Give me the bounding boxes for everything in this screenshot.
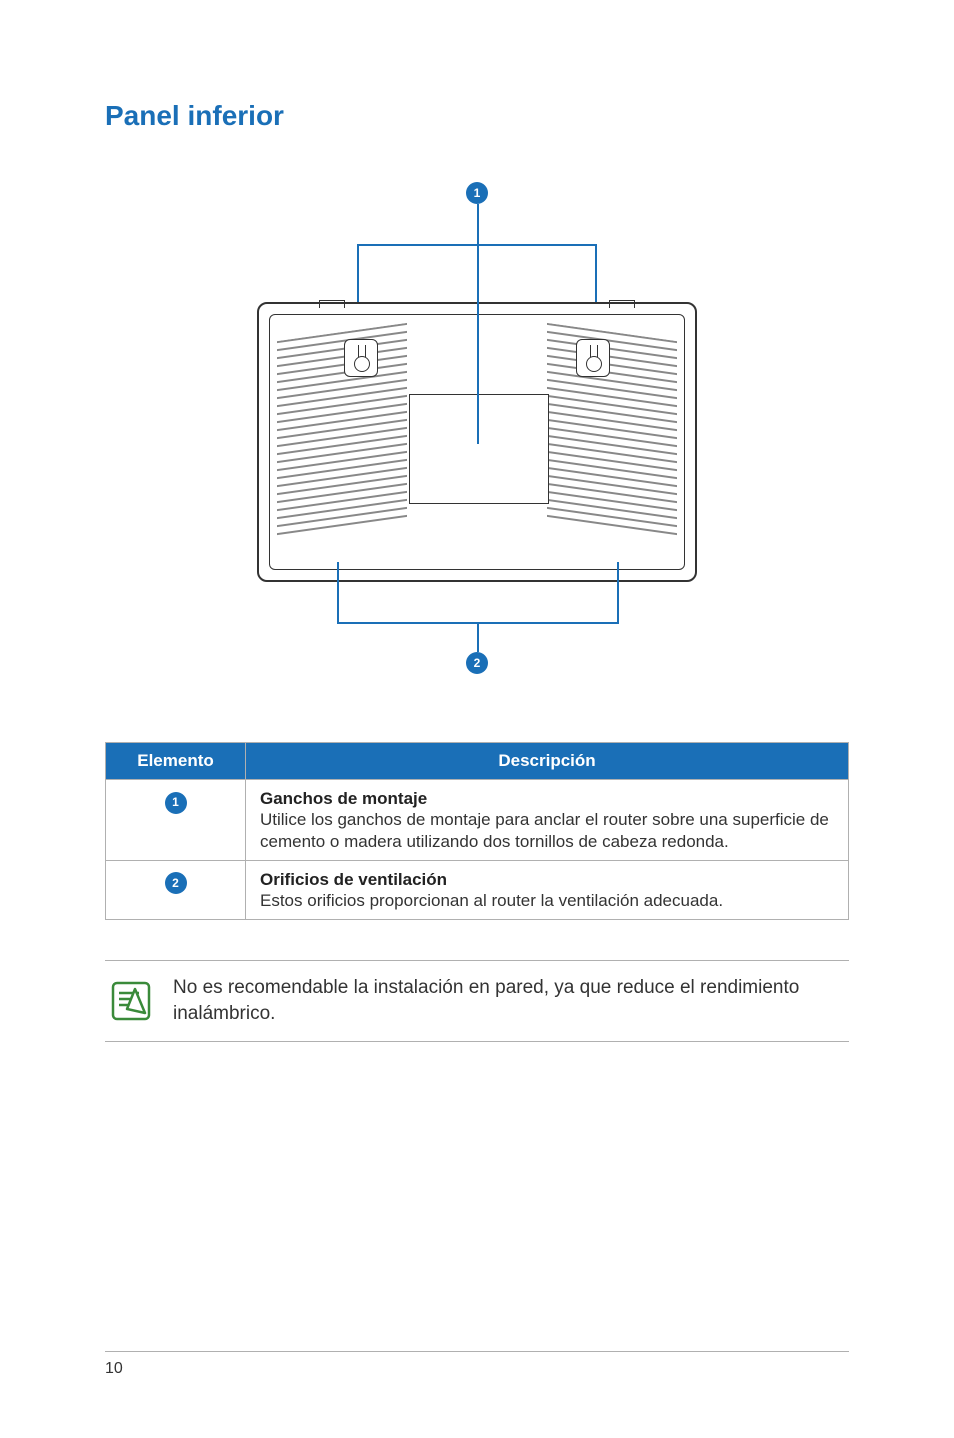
callout-line-2b — [617, 562, 619, 622]
row-desc-cell: Ganchos de montaje Utilice los ganchos d… — [246, 780, 849, 861]
clip-right — [609, 300, 635, 308]
callout-badge-1: 1 — [466, 182, 488, 204]
callout-line-2d — [477, 622, 479, 652]
mounting-hook-right — [576, 339, 610, 377]
bottom-panel-diagram: 1 2 — [227, 182, 727, 682]
row-title: Orificios de ventilación — [260, 870, 447, 889]
page-number: 10 — [105, 1360, 123, 1377]
callout-line-2a — [337, 562, 339, 622]
mounting-hook-left — [344, 339, 378, 377]
row-desc-cell: Orificios de ventilación Estos orificios… — [246, 860, 849, 920]
table-row: 1 Ganchos de montaje Utilice los ganchos… — [106, 780, 849, 861]
page-footer: 10 — [105, 1351, 849, 1378]
callout-badge-2: 2 — [466, 652, 488, 674]
description-table: Elemento Descripción 1 Ganchos de montaj… — [105, 742, 849, 920]
row-title: Ganchos de montaje — [260, 789, 427, 808]
clip-left — [319, 300, 345, 308]
center-label-panel — [409, 394, 549, 504]
row-badge-cell: 2 — [106, 860, 246, 920]
th-elemento: Elemento — [106, 743, 246, 780]
section-title: Panel inferior — [105, 100, 849, 132]
vent-slots-right — [547, 323, 677, 561]
row-body: Estos orificios proporcionan al router l… — [260, 891, 723, 910]
th-descripcion: Descripción — [246, 743, 849, 780]
diagram-area: 1 2 — [105, 182, 849, 682]
note-icon — [109, 979, 153, 1023]
callout-line-1a — [477, 204, 479, 244]
vent-slots-left — [277, 323, 407, 561]
row-badge-2: 2 — [165, 872, 187, 894]
row-body: Utilice los ganchos de montaje para ancl… — [260, 810, 829, 850]
row-badge-1: 1 — [165, 792, 187, 814]
note-box: No es recomendable la instalación en par… — [105, 960, 849, 1041]
table-row: 2 Orificios de ventilación Estos orifici… — [106, 860, 849, 920]
note-text: No es recomendable la instalación en par… — [173, 975, 845, 1026]
callout-line-1e — [477, 244, 479, 444]
row-badge-cell: 1 — [106, 780, 246, 861]
